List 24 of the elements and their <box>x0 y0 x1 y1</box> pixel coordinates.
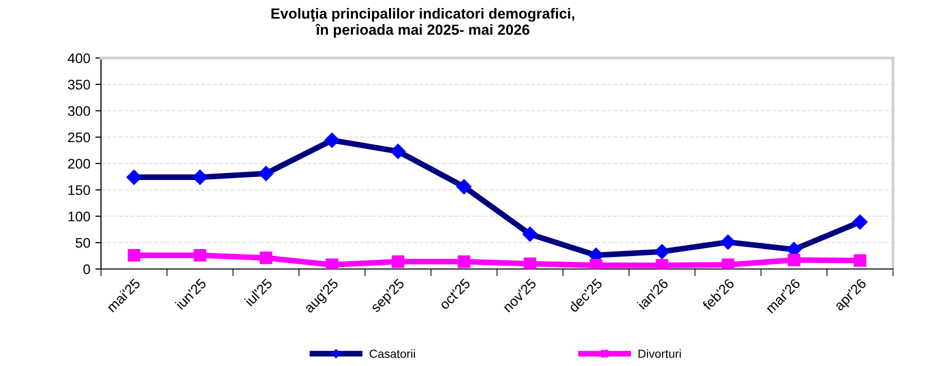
y-tick-label: 100 <box>68 212 90 222</box>
point <box>854 254 866 267</box>
point <box>326 258 338 269</box>
y-tick-label: 150 <box>68 185 90 196</box>
chart-title: Evoluţia principalilor indicatori demografici, în perioada mai 2025- mai 2026 <box>271 8 574 38</box>
point <box>788 254 800 266</box>
y-tick-label: 400 <box>68 53 90 64</box>
y-tick-label: 250 <box>68 132 90 142</box>
point <box>524 257 536 269</box>
point <box>128 249 140 262</box>
point <box>194 249 206 262</box>
legend-label: Casatorii <box>370 349 415 358</box>
point <box>260 252 272 264</box>
point <box>656 259 668 269</box>
point <box>722 258 734 269</box>
y-tick-label: 0 <box>83 264 90 274</box>
y-tick-label: 350 <box>68 80 90 90</box>
y-tick-label: 200 <box>68 158 90 169</box>
point <box>392 255 404 268</box>
point <box>590 259 602 269</box>
point <box>458 255 470 268</box>
y-tick-label: 50 <box>76 238 90 248</box>
y-tick-label: 300 <box>68 106 90 116</box>
legend-label: Divorturi <box>638 349 681 358</box>
